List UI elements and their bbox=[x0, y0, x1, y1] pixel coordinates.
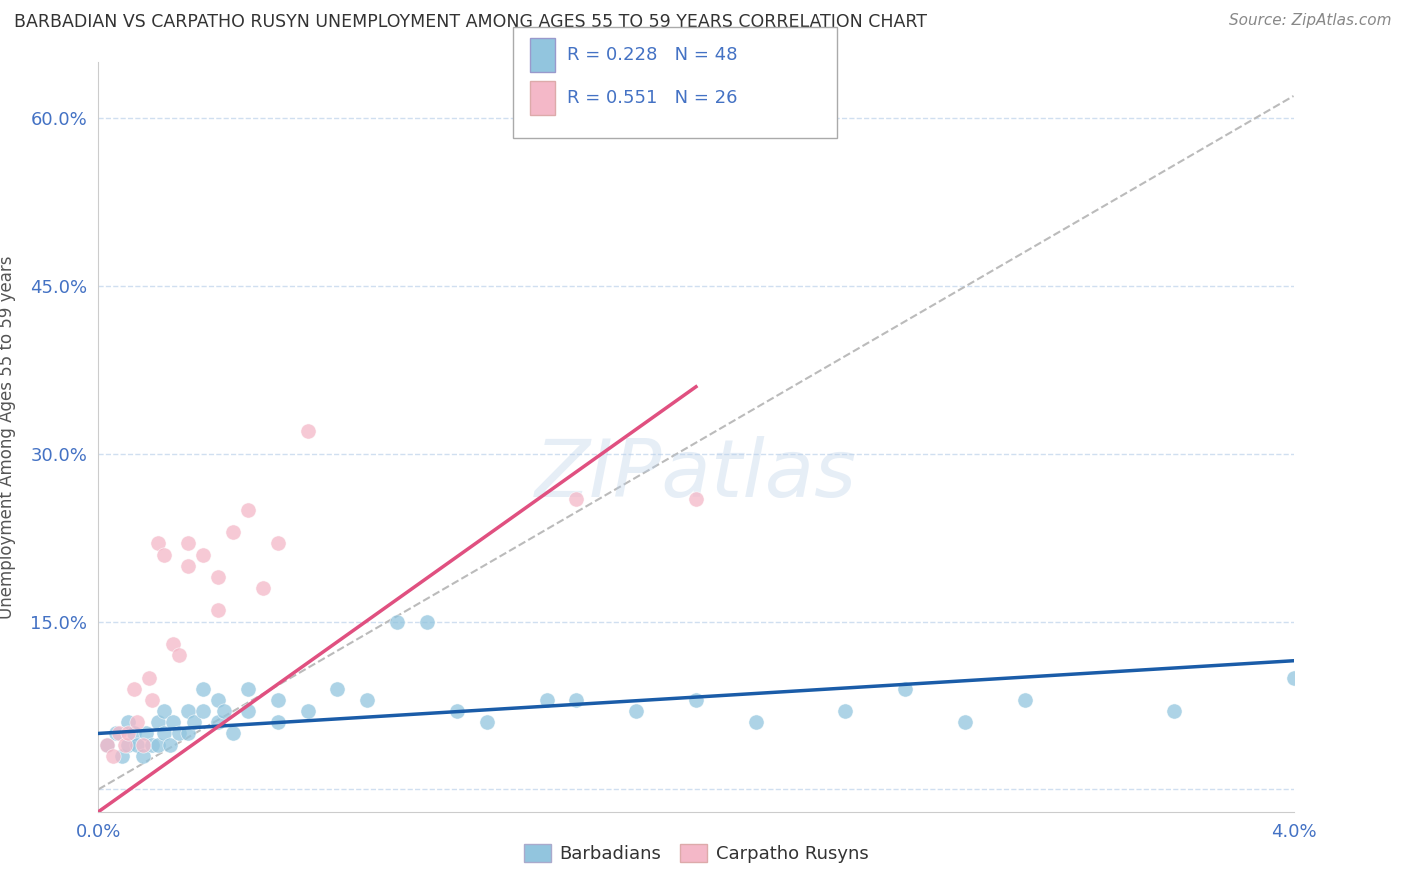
Point bbox=[267, 536, 290, 550]
Point bbox=[626, 704, 648, 718]
Point bbox=[385, 615, 409, 629]
Point bbox=[124, 726, 146, 740]
Point bbox=[159, 738, 181, 752]
Point bbox=[475, 715, 498, 730]
Point bbox=[132, 738, 155, 752]
Point bbox=[222, 726, 245, 740]
Point bbox=[207, 715, 229, 730]
Point bbox=[1282, 671, 1305, 685]
Point bbox=[138, 671, 160, 685]
Point bbox=[153, 704, 176, 718]
Point bbox=[148, 715, 170, 730]
Point bbox=[1163, 704, 1185, 718]
Point bbox=[297, 425, 319, 439]
Point bbox=[745, 715, 768, 730]
Text: Source: ZipAtlas.com: Source: ZipAtlas.com bbox=[1229, 13, 1392, 29]
Point bbox=[416, 615, 439, 629]
Point bbox=[834, 704, 856, 718]
Text: ZIPatlas: ZIPatlas bbox=[534, 435, 858, 514]
Point bbox=[117, 738, 139, 752]
Point bbox=[446, 704, 468, 718]
Text: R = 0.228   N = 48: R = 0.228 N = 48 bbox=[567, 46, 737, 64]
Point bbox=[536, 693, 558, 707]
Point bbox=[127, 715, 149, 730]
Point bbox=[207, 693, 229, 707]
Point bbox=[153, 548, 176, 562]
Point bbox=[127, 738, 149, 752]
Point bbox=[212, 704, 235, 718]
Point bbox=[103, 748, 125, 763]
Point bbox=[191, 548, 214, 562]
Point bbox=[141, 693, 163, 707]
Point bbox=[108, 726, 131, 740]
Point bbox=[236, 681, 259, 696]
Point bbox=[183, 715, 205, 730]
Point bbox=[252, 581, 274, 595]
Point bbox=[132, 748, 155, 763]
Point bbox=[141, 738, 163, 752]
Point bbox=[326, 681, 349, 696]
Point bbox=[953, 715, 976, 730]
Point bbox=[565, 491, 588, 506]
Point bbox=[148, 738, 170, 752]
Point bbox=[148, 536, 170, 550]
Point bbox=[207, 570, 229, 584]
Point bbox=[114, 738, 136, 752]
Point bbox=[894, 681, 917, 696]
Text: R = 0.551   N = 26: R = 0.551 N = 26 bbox=[567, 89, 737, 107]
Point bbox=[191, 681, 214, 696]
Point bbox=[124, 681, 146, 696]
Point bbox=[685, 693, 707, 707]
Point bbox=[685, 491, 707, 506]
Point bbox=[297, 704, 319, 718]
Point bbox=[236, 704, 259, 718]
Legend: Barbadians, Carpatho Rusyns: Barbadians, Carpatho Rusyns bbox=[516, 837, 876, 870]
Point bbox=[565, 693, 588, 707]
Point bbox=[135, 726, 157, 740]
Point bbox=[207, 603, 229, 617]
Point bbox=[191, 704, 214, 718]
Point bbox=[117, 715, 139, 730]
Point bbox=[267, 693, 290, 707]
Point bbox=[96, 738, 118, 752]
Y-axis label: Unemployment Among Ages 55 to 59 years: Unemployment Among Ages 55 to 59 years bbox=[0, 255, 17, 619]
Point bbox=[153, 726, 176, 740]
Point bbox=[167, 648, 190, 662]
Point bbox=[267, 715, 290, 730]
Point bbox=[236, 502, 259, 516]
Point bbox=[167, 726, 190, 740]
Point bbox=[177, 558, 200, 573]
Point bbox=[1014, 693, 1036, 707]
Point bbox=[162, 637, 184, 651]
Point bbox=[96, 738, 118, 752]
Point bbox=[105, 726, 128, 740]
Point bbox=[117, 726, 139, 740]
Point bbox=[177, 704, 200, 718]
Point bbox=[177, 726, 200, 740]
Point bbox=[111, 748, 134, 763]
Point bbox=[356, 693, 378, 707]
Text: BARBADIAN VS CARPATHO RUSYN UNEMPLOYMENT AMONG AGES 55 TO 59 YEARS CORRELATION C: BARBADIAN VS CARPATHO RUSYN UNEMPLOYMENT… bbox=[14, 13, 927, 31]
Point bbox=[222, 525, 245, 540]
Point bbox=[177, 536, 200, 550]
Point bbox=[162, 715, 184, 730]
